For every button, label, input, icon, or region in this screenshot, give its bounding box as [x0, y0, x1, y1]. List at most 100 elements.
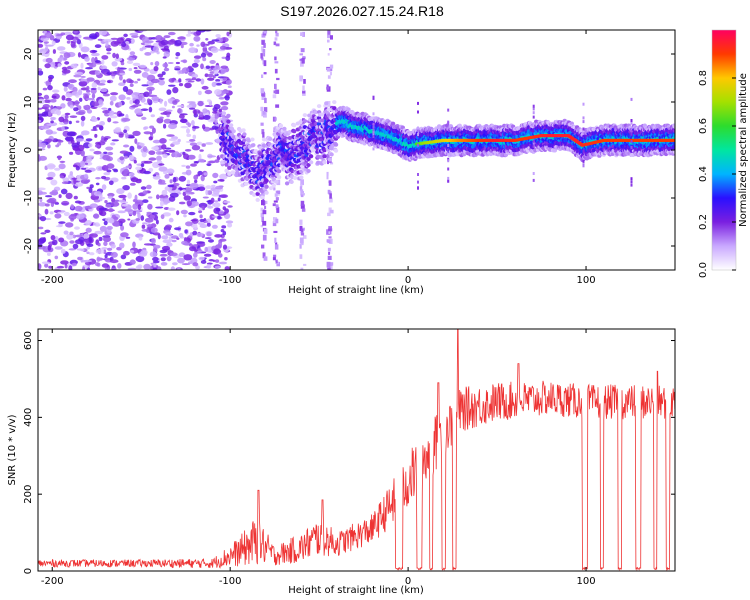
spectrogram-cell: [193, 161, 200, 163]
spectrogram-cell: [75, 138, 85, 142]
spectrogram-cell: [42, 87, 48, 91]
spectrogram-cell: [133, 159, 137, 164]
spectrogram-cell: [215, 79, 221, 82]
spectrogram-cell: [197, 110, 201, 114]
spectrogram-cell: [246, 138, 252, 143]
spectrogram-cell: [102, 110, 110, 114]
spectrogram-cell: [214, 118, 218, 124]
spectrogram-cell: [108, 208, 114, 213]
spectrogram-cell: [292, 175, 298, 180]
spectrogram-cell: [99, 65, 106, 70]
spectrogram-cell: [109, 71, 117, 74]
spectrogram-cell: [131, 55, 138, 59]
spectrogram-cell: [185, 169, 192, 176]
spectrogram-cell: [157, 73, 164, 78]
spectrogram-cell: [103, 151, 108, 154]
spectrogram-cell: [44, 263, 49, 268]
spectrogram-cell: [263, 60, 267, 67]
spectrogram-cell: [260, 212, 264, 218]
spectrogram-cell: [274, 61, 279, 64]
spectrogram-cell: [75, 120, 80, 123]
spectrogram-cell: [159, 98, 163, 104]
spectrogram-cell: [118, 82, 126, 86]
spectrogram-cell: [155, 206, 164, 209]
spectrogram-cell: [117, 263, 122, 269]
spectrogram-cell: [60, 32, 66, 36]
spectrogram-cell: [74, 205, 83, 212]
spectrogram-cell: [145, 40, 154, 44]
spectrogram-cell: [162, 153, 168, 158]
spectrogram-cell: [275, 260, 278, 264]
spectrogram-cell: [278, 123, 284, 128]
spectrogram-cell: [198, 202, 208, 209]
spectrogram-cell: [224, 257, 228, 261]
spectrogram-cell: [101, 184, 107, 191]
spectrogram-cell: [194, 179, 198, 184]
spectrogram-cell: [228, 123, 234, 128]
spectrogram-cell: [275, 197, 279, 201]
spectrogram-cell: [85, 138, 93, 142]
spectrogram-cell: [60, 260, 69, 265]
spectrogram-cell: [211, 184, 216, 188]
spectrogram-cell: [263, 107, 268, 113]
spectrogram-cell: [52, 49, 57, 54]
spectrogram-cell: [73, 195, 78, 200]
spectrogram-cell: [47, 144, 51, 149]
spectrogram-cell: [262, 220, 267, 226]
spectrogram-cell: [93, 150, 102, 155]
spectrogram-cell: [201, 205, 205, 209]
spectrogram-cell: [49, 99, 57, 103]
spectrogram-cell: [262, 49, 266, 53]
spectrogram-cell: [328, 231, 331, 234]
spectrogram-cell: [110, 142, 116, 146]
spectrogram-cell: [276, 207, 280, 213]
spectrogram-cell: [90, 129, 98, 131]
spectrogram-cell: [299, 58, 304, 61]
spectrogram-cell: [108, 107, 112, 111]
spectrogram-cell: [217, 241, 223, 248]
spectrogram-cell: [192, 134, 197, 140]
spectrogram-cell: [44, 217, 52, 221]
spectrogram-cell: [163, 202, 168, 205]
spectrogram-cell: [75, 165, 80, 171]
spectrogram-cell: [175, 61, 180, 65]
spectrogram-cell: [263, 30, 268, 34]
spectrogram-cell: [215, 34, 221, 38]
spectrogram-cell: [328, 262, 333, 266]
spectrogram-cell: [274, 117, 277, 121]
spectrogram-cell: [169, 252, 178, 257]
spectrogram-cell: [88, 143, 93, 148]
spectrogram-cell: [86, 251, 90, 255]
spectrogram-cell: [205, 185, 212, 190]
spectrogram-cell: [197, 158, 205, 163]
spectrogram-cell: [90, 87, 97, 90]
spectrogram-cell: [273, 90, 277, 94]
spectrogram-cell: [178, 78, 182, 83]
spectrogram-cell: [128, 67, 133, 72]
spectrogram-cell: [186, 133, 192, 137]
spectrogram-cell: [260, 106, 264, 112]
spectrogram-cell: [287, 136, 292, 140]
spectrogram-cell: [329, 71, 332, 76]
spectrogram-cell: [152, 244, 161, 249]
spectrogram-cell: [196, 44, 200, 47]
spectrogram-cell: [195, 78, 202, 82]
spectrogram-cell: [183, 237, 188, 242]
spectrogram-cell: [299, 53, 303, 56]
spectrogram-cell: [89, 184, 94, 189]
spectrogram-cell: [150, 78, 160, 84]
spectrogram-cell: [158, 166, 168, 172]
spectrogram-cell: [302, 235, 307, 239]
spectrogram-cell: [224, 266, 230, 270]
spectrogram-cell: [221, 56, 226, 59]
spectrogram-cell: [160, 262, 168, 266]
spectrogram-cell: [150, 227, 158, 233]
spectrogram-cell: [197, 170, 203, 176]
spectrogram-cell: [44, 31, 53, 39]
spectrogram-cell: [118, 133, 124, 138]
spectrogram-cell: [87, 38, 94, 41]
spectrogram-cell: [166, 134, 175, 137]
spectrogram-cell: [101, 175, 107, 180]
spectrogram-cell: [66, 131, 76, 137]
spectrogram-cell: [73, 74, 82, 78]
